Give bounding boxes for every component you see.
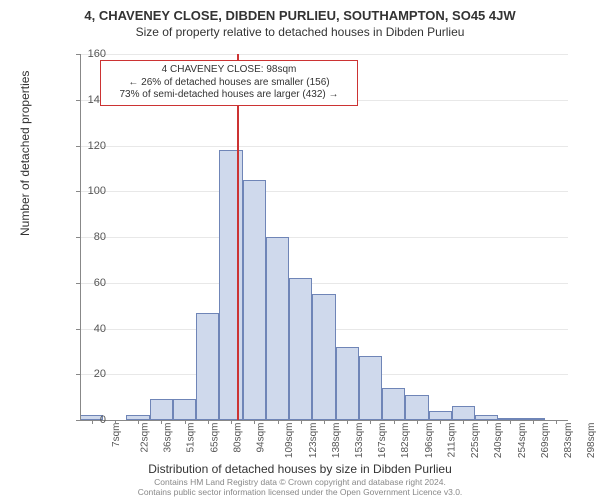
info-line-3: 73% of semi-detached houses are larger (… — [107, 89, 351, 102]
ytick-label: 40 — [66, 323, 106, 335]
gridline — [80, 237, 568, 238]
xtick-label: 51sqm — [186, 423, 197, 453]
histogram-bar — [243, 180, 266, 420]
histogram-bar — [382, 388, 405, 420]
xtick-label: 94sqm — [256, 423, 267, 453]
ytick-label: 100 — [66, 185, 106, 197]
ytick-label: 120 — [66, 140, 106, 152]
x-axis-line — [80, 420, 568, 421]
info-line-1: 4 CHAVENEY CLOSE: 98sqm — [107, 64, 351, 77]
gridline — [80, 54, 568, 55]
ytick-label: 80 — [66, 231, 106, 243]
title-main: 4, CHAVENEY CLOSE, DIBDEN PURLIEU, SOUTH… — [0, 0, 600, 23]
histogram-bar — [359, 356, 382, 420]
gridline — [80, 191, 568, 192]
histogram-bar — [150, 399, 173, 420]
info-box: 4 CHAVENEY CLOSE: 98sqm ← 26% of detache… — [100, 60, 358, 106]
footer-line-2: Contains public sector information licen… — [0, 488, 600, 498]
histogram-bar — [289, 278, 312, 420]
xtick-label: 22sqm — [139, 423, 150, 453]
xtick-label: 240sqm — [494, 423, 505, 459]
xtick-label: 182sqm — [401, 423, 412, 459]
histogram-bar — [429, 411, 452, 420]
histogram-bar — [336, 347, 359, 420]
xtick-label: 138sqm — [331, 423, 342, 459]
histogram-bar — [405, 395, 428, 420]
histogram-bar — [173, 399, 196, 420]
ytick-label: 60 — [66, 277, 106, 289]
xtick-label: 211sqm — [446, 423, 457, 458]
xtick-label: 196sqm — [424, 423, 435, 459]
xtick-label: 269sqm — [540, 423, 551, 459]
histogram-bar — [266, 237, 289, 420]
xtick-label: 225sqm — [470, 423, 481, 459]
gridline — [80, 283, 568, 284]
histogram-bar — [312, 294, 335, 420]
xtick-label: 65sqm — [209, 423, 220, 453]
gridline — [80, 146, 568, 147]
marker-line — [237, 54, 239, 420]
xtick-label: 283sqm — [563, 423, 574, 459]
plot: 7sqm22sqm36sqm51sqm65sqm80sqm94sqm109sqm… — [80, 54, 568, 420]
xtick-label: 80sqm — [232, 423, 243, 453]
x-axis-title: Distribution of detached houses by size … — [0, 462, 600, 476]
xtick-label: 254sqm — [517, 423, 528, 459]
xtick-label: 123sqm — [308, 423, 319, 459]
footer: Contains HM Land Registry data © Crown c… — [0, 478, 600, 498]
xtick-label: 36sqm — [163, 423, 174, 453]
info-line-2: ← 26% of detached houses are smaller (15… — [107, 77, 351, 90]
xtick-label: 167sqm — [377, 423, 388, 459]
xtick-label: 298sqm — [586, 423, 597, 459]
ytick-label: 0 — [66, 414, 106, 426]
histogram-bar — [196, 313, 219, 421]
xtick-label: 7sqm — [111, 423, 122, 447]
y-axis-title: Number of detached properties — [18, 71, 32, 236]
xtick-label: 153sqm — [354, 423, 365, 459]
title-sub: Size of property relative to detached ho… — [0, 23, 600, 39]
histogram-bar — [219, 150, 242, 420]
ytick-label: 20 — [66, 368, 106, 380]
ytick-label: 160 — [66, 48, 106, 60]
histogram-bar — [452, 406, 475, 420]
xtick-label: 109sqm — [284, 423, 295, 459]
chart-area: 7sqm22sqm36sqm51sqm65sqm80sqm94sqm109sqm… — [80, 54, 568, 420]
